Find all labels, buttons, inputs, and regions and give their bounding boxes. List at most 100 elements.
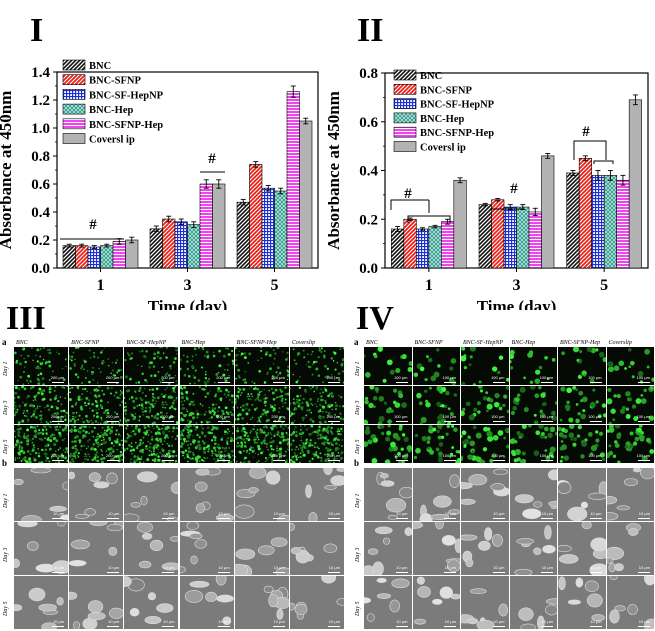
scale-bar	[272, 421, 285, 422]
cell-mark	[114, 411, 116, 414]
cell-mark	[192, 453, 195, 456]
cell-mark	[131, 448, 134, 452]
cell-mark	[317, 374, 320, 378]
cell-mark	[202, 450, 206, 454]
cell-mark	[181, 403, 184, 406]
cell-mark	[262, 408, 266, 412]
cell-mark	[212, 458, 215, 461]
bar	[274, 190, 288, 269]
cell-mark	[486, 403, 493, 410]
fluorescence-image: 200 μm	[69, 425, 124, 463]
cell-mark	[235, 394, 239, 398]
cell-mark	[263, 411, 267, 415]
cell-mark	[67, 393, 69, 396]
cell-mark	[90, 447, 94, 451]
cell-mark	[554, 432, 557, 436]
row-label: Day 5	[3, 439, 9, 454]
cell-mark	[486, 427, 491, 431]
scale-bar	[52, 626, 65, 627]
cell-mark	[57, 457, 60, 460]
cell-mark	[491, 366, 498, 372]
cell-mark	[367, 439, 373, 445]
cell-morphology-mark	[493, 468, 509, 476]
cell-mark	[22, 457, 26, 461]
cell-mark	[97, 433, 100, 436]
cell-mark	[201, 404, 204, 407]
scale-bar-label: 10 μm	[590, 565, 602, 570]
cell-mark	[213, 442, 217, 446]
cell-mark	[101, 450, 104, 453]
cell-mark	[210, 454, 213, 457]
cell-mark	[198, 460, 201, 462]
sem-image: 10 μm	[14, 468, 69, 521]
cell-mark	[135, 391, 137, 393]
cell-mark	[310, 425, 314, 428]
cell-mark	[543, 355, 548, 360]
subpanel-label-a: a	[2, 337, 7, 347]
cell-mark	[294, 362, 298, 365]
cell-mark	[334, 404, 338, 408]
column-header: BNC-SFNP	[71, 340, 100, 346]
cell-mark	[70, 359, 73, 362]
cell-mark	[167, 427, 169, 429]
cell-mark	[151, 388, 155, 391]
cell-mark	[298, 444, 301, 447]
cell-mark	[330, 443, 333, 446]
cell-mark	[65, 417, 67, 419]
cell-mark	[424, 399, 428, 403]
cell-mark	[305, 428, 308, 431]
cell-mark	[22, 383, 25, 385]
cell-mark	[136, 404, 139, 407]
cell-mark	[549, 426, 555, 433]
cell-mark	[148, 429, 151, 432]
cell-mark	[133, 406, 137, 410]
cell-morphology-mark	[567, 506, 588, 521]
scale-bar	[395, 382, 408, 383]
cell-mark	[86, 390, 89, 393]
cell-mark	[185, 360, 189, 363]
cell-mark	[70, 452, 73, 456]
cell-mark	[98, 434, 102, 438]
cell-mark	[386, 359, 393, 366]
cell-mark	[161, 404, 164, 406]
cell-mark	[195, 416, 198, 419]
cell-mark	[153, 444, 157, 448]
cell-mark	[159, 347, 162, 348]
cell-mark	[87, 458, 90, 461]
fluorescence-image: 200 μm	[14, 347, 69, 385]
cell-mark	[124, 439, 127, 443]
cell-mark	[66, 450, 69, 453]
cell-mark	[168, 444, 171, 447]
cell-mark	[265, 442, 269, 446]
cell-mark	[257, 453, 259, 456]
y-tick-label: 1.2	[31, 93, 50, 109]
cell-morphology-mark	[627, 528, 638, 536]
scale-bar	[444, 460, 456, 461]
cell-mark	[498, 355, 504, 360]
cell-mark	[212, 435, 216, 439]
cell-mark	[534, 369, 540, 375]
cell-mark	[69, 355, 71, 358]
cell-mark	[227, 353, 231, 356]
cell-mark	[248, 448, 252, 451]
cell-mark	[184, 395, 187, 398]
cell-mark	[33, 409, 36, 413]
scale-bar-label: 100 μm	[394, 414, 408, 419]
cell-mark	[48, 386, 52, 389]
cell-mark	[302, 350, 305, 352]
cell-mark	[102, 436, 105, 439]
cell-mark	[225, 441, 228, 444]
bar	[491, 199, 505, 269]
scale-bar-label: 10 μm	[493, 619, 505, 624]
cell-mark	[631, 404, 636, 409]
cell-mark	[73, 425, 77, 429]
cell-mark	[440, 435, 444, 439]
cell-morphology-mark	[324, 484, 337, 490]
cell-mark	[577, 425, 582, 430]
cell-morphology-mark	[305, 484, 312, 499]
cell-mark	[77, 376, 80, 379]
cell-mark	[198, 436, 201, 439]
cell-mark	[339, 427, 343, 431]
cell-mark	[249, 446, 252, 449]
scale-bar-label: 100 μm	[491, 453, 505, 458]
